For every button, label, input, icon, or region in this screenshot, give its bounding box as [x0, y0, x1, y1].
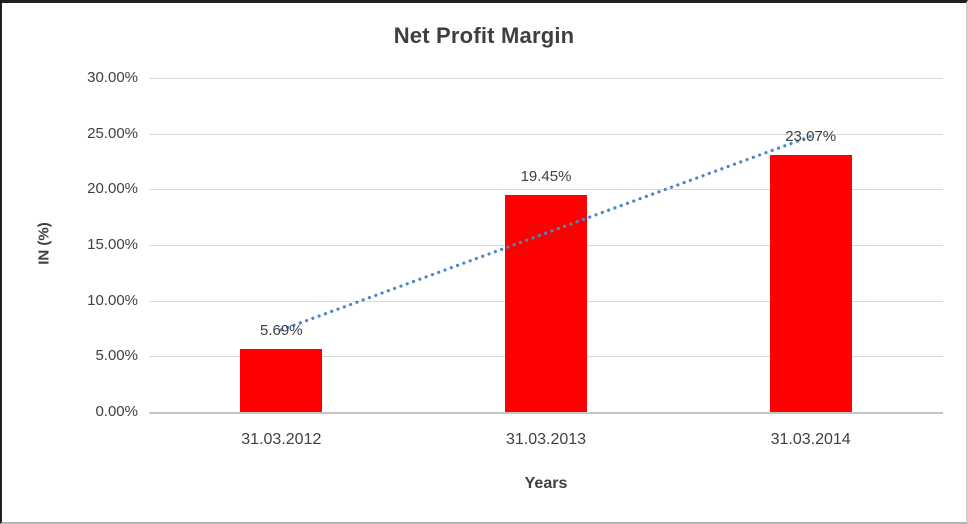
bar-value-label: 23.07%	[785, 128, 837, 146]
y-tick-label: 30.00%	[87, 69, 138, 86]
y-tick-label: 25.00%	[87, 124, 138, 142]
y-tick-label: 15.00%	[87, 236, 138, 253]
y-tick-label: 0.00%	[95, 403, 138, 420]
bar-31.03.2013	[505, 195, 587, 412]
bar-value-label: 19.45%	[520, 168, 572, 186]
plot-area: 5.69% 19.45% 23.07%	[149, 78, 943, 414]
gridline	[149, 133, 943, 135]
y-tick-label: 20.00%	[87, 180, 138, 198]
bar-value-label: 5.69%	[260, 321, 303, 339]
bar-31.03.2012	[240, 348, 323, 412]
x-tick-label: 31.03.2012	[241, 431, 322, 448]
y-tick-label: 5.00%	[95, 347, 138, 365]
x-tick-label: 31.03.2014	[770, 431, 851, 448]
gridline	[149, 78, 943, 79]
y-tick-label: 10.00%	[87, 291, 138, 309]
trendline	[279, 134, 813, 332]
chart-title: Net Profit Margin	[393, 23, 575, 48]
x-axis-title: Years	[524, 475, 568, 492]
x-tick-label: 31.03.2013	[505, 431, 587, 448]
gridline	[149, 189, 943, 191]
bar-31.03.2014	[769, 155, 852, 412]
